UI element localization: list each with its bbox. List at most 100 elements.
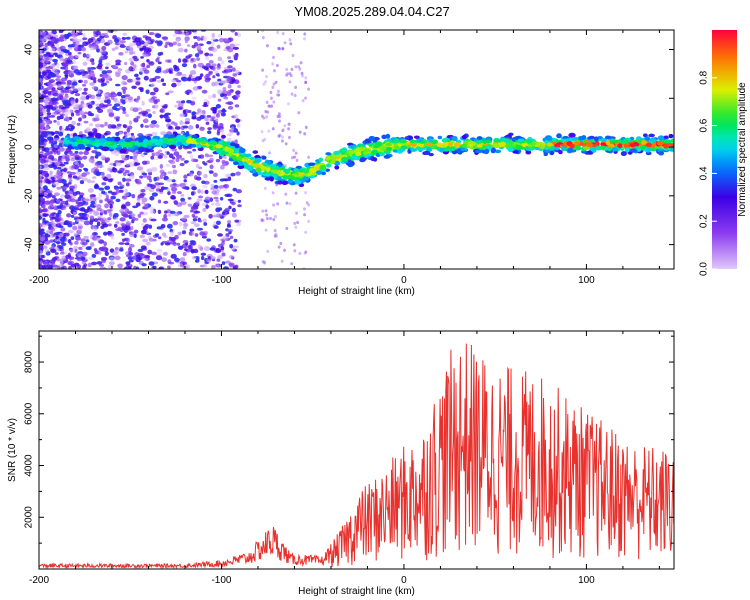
noise-cell: [177, 245, 184, 250]
noise-cell: [191, 96, 197, 100]
ridge-cell: [333, 150, 340, 156]
noise-cell: [81, 103, 88, 108]
noise-cell: [70, 112, 75, 117]
noise-cell: [206, 238, 212, 242]
ridge-cell: [594, 136, 599, 142]
noise-cell: [85, 95, 90, 100]
ridge-cell: [320, 171, 326, 176]
noise-cell: [51, 195, 56, 199]
noise-cell: [107, 209, 112, 214]
noise-cell: [81, 72, 86, 77]
ridge-cell: [180, 135, 185, 140]
noise-cell: [106, 173, 112, 179]
noise-cell: [95, 96, 101, 100]
noise-cell: [163, 200, 169, 204]
noise-cell: [116, 123, 122, 127]
ridge-cell: [319, 164, 327, 171]
noise-cell: [181, 73, 187, 78]
noise-cell: [170, 253, 177, 259]
noise-cell: [74, 150, 79, 154]
noise-cell: [140, 253, 146, 259]
noise-cell: [105, 62, 111, 66]
noise-cell: [263, 137, 267, 141]
noise-cell: [58, 245, 64, 250]
ridge-cell: [645, 151, 652, 156]
noise-cell: [53, 119, 57, 123]
noise-cell: [217, 255, 224, 260]
noise-cell: [117, 186, 124, 190]
noise-cell: [291, 53, 295, 58]
noise-cell: [89, 46, 96, 51]
noise-cell: [95, 196, 101, 200]
noise-cell: [101, 45, 107, 51]
noise-cell: [299, 61, 303, 65]
noise-cell: [227, 220, 232, 224]
noise-cell: [62, 59, 67, 64]
noise-cell: [101, 70, 108, 75]
noise-cell: [213, 184, 219, 189]
ridge-cell: [530, 145, 536, 151]
noise-cell: [232, 187, 238, 192]
colorbar-tick-label: 0.6: [699, 118, 710, 132]
noise-cell: [172, 241, 177, 247]
noise-cell: [92, 176, 97, 179]
noise-cell: [226, 133, 232, 137]
noise-cell: [173, 64, 178, 69]
noise-cell: [216, 131, 220, 136]
noise-cell: [153, 176, 158, 182]
noise-cell: [226, 75, 232, 79]
noise-cell: [102, 231, 108, 236]
noise-cell: [47, 57, 53, 61]
noise-cell: [121, 36, 127, 41]
noise-cell: [64, 154, 70, 159]
noise-cell: [125, 225, 131, 231]
noise-cell: [109, 256, 116, 261]
noise-cell: [141, 263, 147, 267]
noise-cell: [96, 48, 100, 53]
noise-cell: [112, 64, 118, 68]
noise-cell: [167, 90, 174, 94]
noise-cell: [277, 245, 281, 249]
noise-cell: [59, 194, 65, 198]
noise-cell: [110, 150, 117, 155]
noise-cell: [177, 58, 182, 63]
noise-cell: [76, 40, 80, 46]
noise-cell: [261, 36, 265, 40]
noise-cell: [153, 87, 159, 92]
noise-cell: [175, 100, 183, 104]
ridge-cell: [456, 148, 462, 154]
noise-cell: [222, 87, 227, 91]
ridge-cell: [339, 148, 346, 153]
ridge-cell: [507, 147, 514, 153]
noise-cell: [197, 108, 202, 113]
noise-cell: [44, 233, 49, 237]
noise-cell: [293, 249, 297, 253]
noise-cell: [160, 131, 167, 136]
noise-cell: [219, 122, 224, 128]
ridge-cell: [612, 139, 619, 143]
noise-cell: [108, 113, 115, 118]
noise-cell: [181, 63, 188, 68]
noise-cell: [208, 157, 214, 163]
noise-cell: [102, 176, 109, 182]
noise-cell: [140, 222, 145, 228]
noise-cell: [105, 194, 109, 200]
noise-cell: [39, 134, 45, 140]
noise-cell: [271, 62, 275, 66]
noise-cell: [187, 197, 192, 200]
noise-cell: [132, 107, 139, 113]
noise-cell: [285, 73, 289, 77]
noise-cell: [294, 65, 298, 69]
noise-cell: [140, 56, 144, 59]
noise-cell: [272, 82, 276, 86]
noise-cell: [212, 66, 216, 72]
noise-cell: [107, 264, 113, 269]
ridge-cell: [330, 155, 336, 161]
noise-cell: [58, 225, 64, 229]
noise-cell: [99, 124, 105, 128]
noise-cell: [66, 171, 72, 174]
ridge-cell: [416, 143, 425, 148]
noise-cell: [108, 223, 112, 227]
noise-cell: [141, 197, 148, 203]
ridge-cell: [561, 146, 566, 151]
